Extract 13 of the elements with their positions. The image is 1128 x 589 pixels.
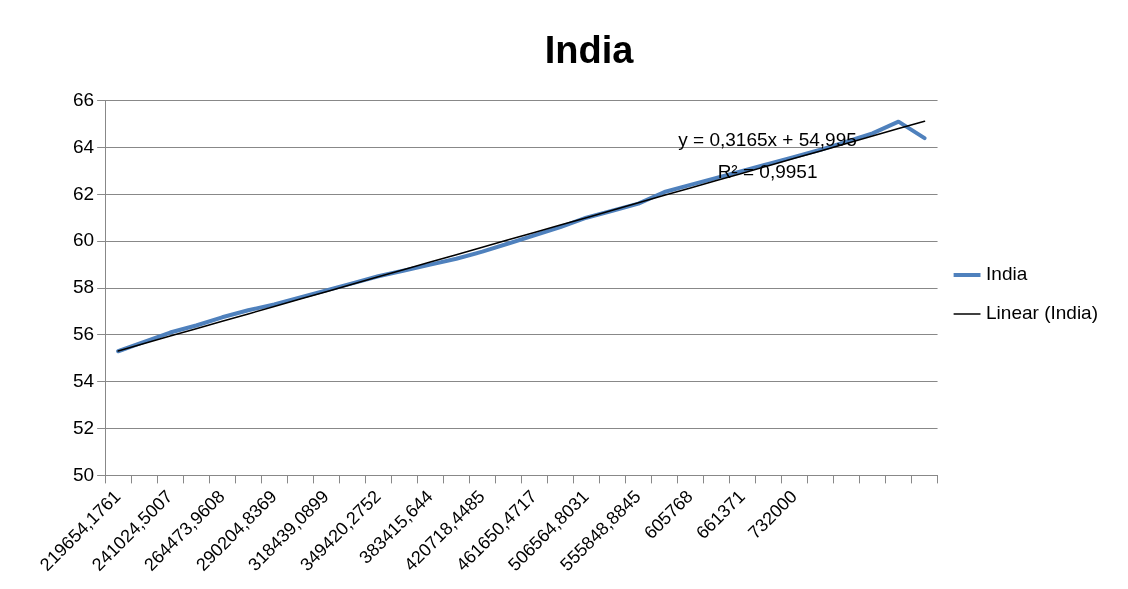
y-tick-label: 66 (72, 88, 95, 110)
y-tick-label: 50 (72, 463, 95, 485)
y-tick-label: 54 (72, 369, 95, 391)
annotation: y = 0,3165x + 54,995 (678, 128, 857, 150)
legend-label: India (986, 263, 1028, 285)
y-tick-label: 62 (72, 182, 95, 204)
y-tick-label: 52 (72, 416, 95, 438)
y-tick-label: 60 (72, 229, 95, 251)
legend-label: Linear (India) (986, 302, 1098, 324)
chart-title: India (544, 29, 635, 72)
y-tick-label: 64 (72, 135, 95, 157)
y-tick-label: 58 (72, 276, 95, 298)
y-tick-label: 56 (72, 323, 95, 345)
